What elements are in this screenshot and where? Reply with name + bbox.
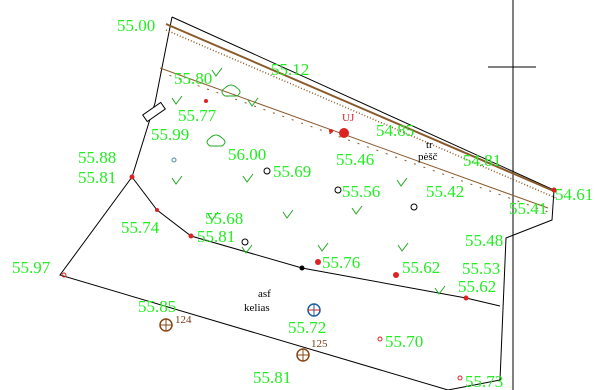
surface-label-1: asf — [258, 288, 271, 300]
sign-text: UJ — [342, 112, 355, 124]
elevation-label: 55.99 — [151, 125, 189, 144]
hedge-strip-upper — [165, 23, 557, 199]
road-boundary-outer — [59, 16, 555, 390]
manhole-124-icon — [159, 318, 173, 332]
elevation-label: 54.85 — [376, 121, 414, 140]
elevation-label: 55.70 — [385, 332, 423, 351]
elevation-label: 55.97 — [12, 258, 51, 277]
hydrant-icon — [307, 303, 321, 317]
surface-label-2: kelias — [244, 302, 270, 314]
elevation-label: 55.00 — [117, 16, 155, 35]
elevation-label: 55.62 — [458, 277, 496, 296]
elevation-label: 55.48 — [465, 231, 503, 250]
elevation-label: 54.81 — [463, 151, 501, 170]
slope-ticks — [159, 67, 549, 213]
tree-icon — [206, 84, 241, 147]
elevation-label: 55.12 — [271, 60, 309, 79]
grass-symbols — [171, 67, 446, 295]
elevation-label: 55.46 — [336, 150, 374, 169]
elevation-label: 55.76 — [322, 253, 360, 272]
elevation-label: 55.85 — [138, 297, 176, 316]
sign-symbol — [141, 101, 167, 123]
elevation-label: 56.00 — [228, 145, 266, 164]
elevation-label: 55.62 — [402, 258, 440, 277]
survey-markers — [61, 99, 557, 381]
elevation-label: 55.81 — [253, 368, 291, 387]
elevation-label: 55.73 — [465, 372, 503, 390]
feature-label-1: tr — [426, 139, 433, 151]
elevation-label: 55.81 — [78, 168, 116, 187]
elevation-label: 55.42 — [426, 182, 464, 201]
elevation-label: 55.88 — [78, 148, 116, 167]
elevation-label: 55.69 — [273, 162, 311, 181]
elevation-label: 55.72 — [288, 318, 326, 337]
elevation-label: 55.74 — [121, 218, 160, 237]
elevation-label: 55.41 — [509, 199, 547, 218]
elevation-label: 55.53 — [462, 259, 500, 278]
elevation-label: 55.56 — [342, 182, 380, 201]
point-number-124: 124 — [175, 314, 192, 326]
feature-label-2: pėšč — [418, 151, 438, 163]
elevation-label: 55.68 — [205, 209, 243, 228]
elevation-label: 55.81 — [197, 227, 235, 246]
elevation-label: 55.77 — [178, 106, 217, 125]
elevation-label: 55.80 — [174, 69, 212, 88]
elevation-label: 54.61 — [555, 185, 593, 204]
manhole-125-icon — [296, 348, 310, 362]
point-number-125: 125 — [311, 338, 328, 350]
